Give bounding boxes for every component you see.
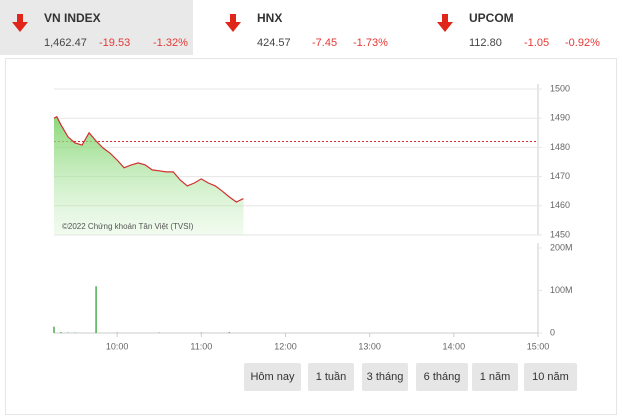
range-button[interactable]: 1 năm bbox=[472, 363, 518, 391]
down-arrow bbox=[12, 14, 28, 32]
x-tick-label: 12:00 bbox=[274, 341, 297, 351]
y-tick-label: 1450 bbox=[550, 229, 570, 239]
index-name: UPCOM bbox=[469, 11, 514, 25]
volume-bar bbox=[95, 286, 97, 333]
index-percent: -1.73% bbox=[353, 37, 388, 49]
down-arrow bbox=[225, 14, 241, 32]
index-name: VN INDEX bbox=[44, 11, 101, 25]
index-change: -19.53 bbox=[99, 37, 131, 49]
index-tab[interactable]: HNX 424.57 -7.45 -1.73% bbox=[213, 0, 413, 55]
price-line bbox=[53, 115, 244, 203]
x-tick-label: 13:00 bbox=[358, 341, 381, 351]
index-percent: -0.92% bbox=[565, 37, 600, 49]
range-button[interactable]: 10 năm bbox=[524, 363, 577, 391]
y-tick-label: 1470 bbox=[550, 171, 570, 181]
volume-bar bbox=[60, 332, 62, 333]
index-change: -7.45 bbox=[312, 37, 338, 49]
y-tick-label: 0 bbox=[550, 327, 555, 337]
x-tick-label: 15:00 bbox=[527, 341, 550, 351]
volume-bar bbox=[228, 332, 231, 333]
index-tab[interactable]: UPCOM 112.80 -1.05 -0.92% bbox=[425, 0, 623, 55]
range-button[interactable]: 1 tuần bbox=[308, 363, 354, 391]
index-value: 112.80 bbox=[469, 37, 502, 49]
chart-panel bbox=[5, 58, 617, 415]
down-arrow bbox=[437, 14, 453, 32]
y-tick-label: 200M bbox=[550, 242, 573, 252]
x-tick-label: 10:00 bbox=[106, 341, 129, 351]
index-percent: -1.32% bbox=[153, 37, 188, 49]
y-tick-label: 1480 bbox=[550, 142, 570, 152]
y-tick-label: 100M bbox=[550, 285, 573, 295]
annotation: ©2022 Chứng khoán Tân Việt (TVSI) bbox=[62, 222, 194, 231]
y-tick-label: 1490 bbox=[550, 113, 570, 123]
index-value: 424.57 bbox=[257, 37, 291, 49]
range-button[interactable]: Hôm nay bbox=[244, 363, 301, 391]
range-button[interactable]: 3 tháng bbox=[362, 363, 408, 391]
price-area bbox=[54, 116, 244, 235]
range-button[interactable]: 6 tháng bbox=[416, 363, 468, 391]
x-tick-label: 14:00 bbox=[443, 341, 466, 351]
index-value: 1,462.47 bbox=[44, 37, 87, 49]
x-tick-label: 11:00 bbox=[190, 341, 212, 351]
y-tick-label: 1500 bbox=[550, 83, 570, 93]
volume-bar bbox=[53, 326, 55, 333]
index-tab[interactable]: VN INDEX 1,462.47 -19.53 -1.32% bbox=[0, 0, 193, 55]
index-change: -1.05 bbox=[524, 37, 550, 49]
y-tick-label: 1460 bbox=[550, 200, 570, 210]
index-name: HNX bbox=[257, 11, 283, 25]
